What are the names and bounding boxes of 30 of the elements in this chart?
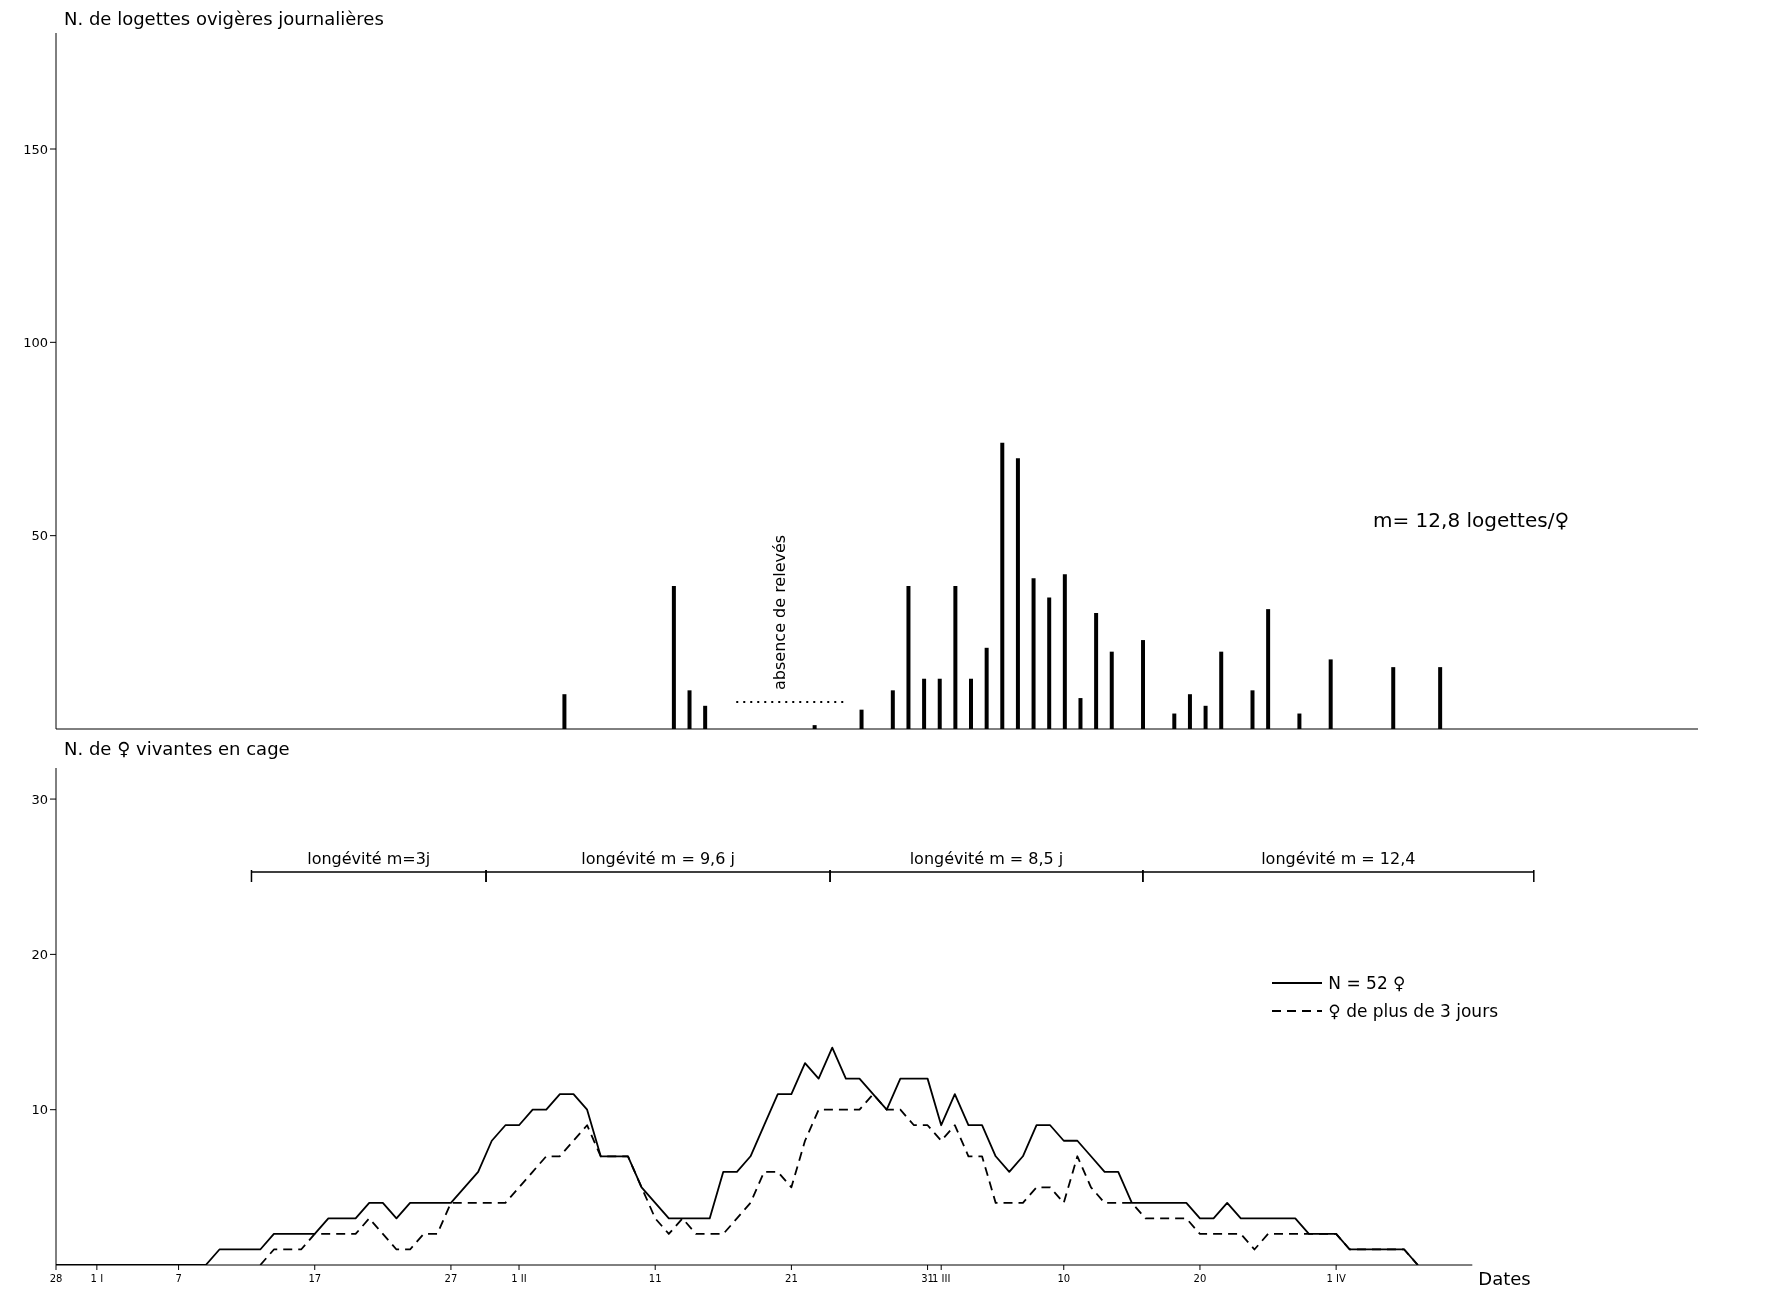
x-tick-label: 11: [648, 1273, 662, 1284]
x-tick-label: 20: [1193, 1273, 1207, 1284]
x-tick-label: 27: [444, 1273, 458, 1284]
annotation: longévité m=3j: [307, 849, 431, 869]
annotation: m= 12,8 logettes/♀: [1373, 508, 1570, 532]
x-tick-label: 28: [49, 1273, 63, 1284]
annotation: longévité m = 12,4: [1261, 849, 1416, 869]
y-tick-label: 150: [23, 141, 48, 157]
x-tick-label: 1 I: [90, 1273, 104, 1284]
annotation: absence de relevés: [769, 534, 789, 690]
x-tick-label: 1 III: [932, 1273, 951, 1284]
x-tick-label: 1 IV: [1326, 1273, 1346, 1284]
x-tick-label: 17: [308, 1273, 322, 1284]
y-tick-label: 20: [31, 946, 48, 962]
y-axis-title: N. de ♀ vivantes en cage: [64, 738, 290, 759]
legend-label: ♀ de plus de 3 jours: [1328, 1001, 1498, 1021]
legend-label: N = 52 ♀: [1328, 973, 1406, 993]
annotation: longévité m = 8,5 j: [909, 849, 1064, 869]
x-tick-label: 7: [175, 1273, 182, 1284]
x-tick-label: 1 II: [511, 1273, 527, 1284]
y-tick-label: 100: [23, 334, 48, 350]
x-tick-label: 10: [1057, 1273, 1071, 1284]
y-tick-label: 30: [31, 791, 48, 807]
annotation: longévité m = 9,6 j: [581, 849, 735, 869]
y-axis-title: N. de logettes ovigères journalières: [64, 8, 384, 29]
x-axis-title: Dates: [1478, 1268, 1531, 1290]
y-tick-label: 10: [31, 1102, 48, 1118]
x-tick-label: 31: [921, 1273, 934, 1284]
x-tick-label: 21: [785, 1273, 798, 1284]
y-tick-label: 50: [31, 528, 48, 544]
